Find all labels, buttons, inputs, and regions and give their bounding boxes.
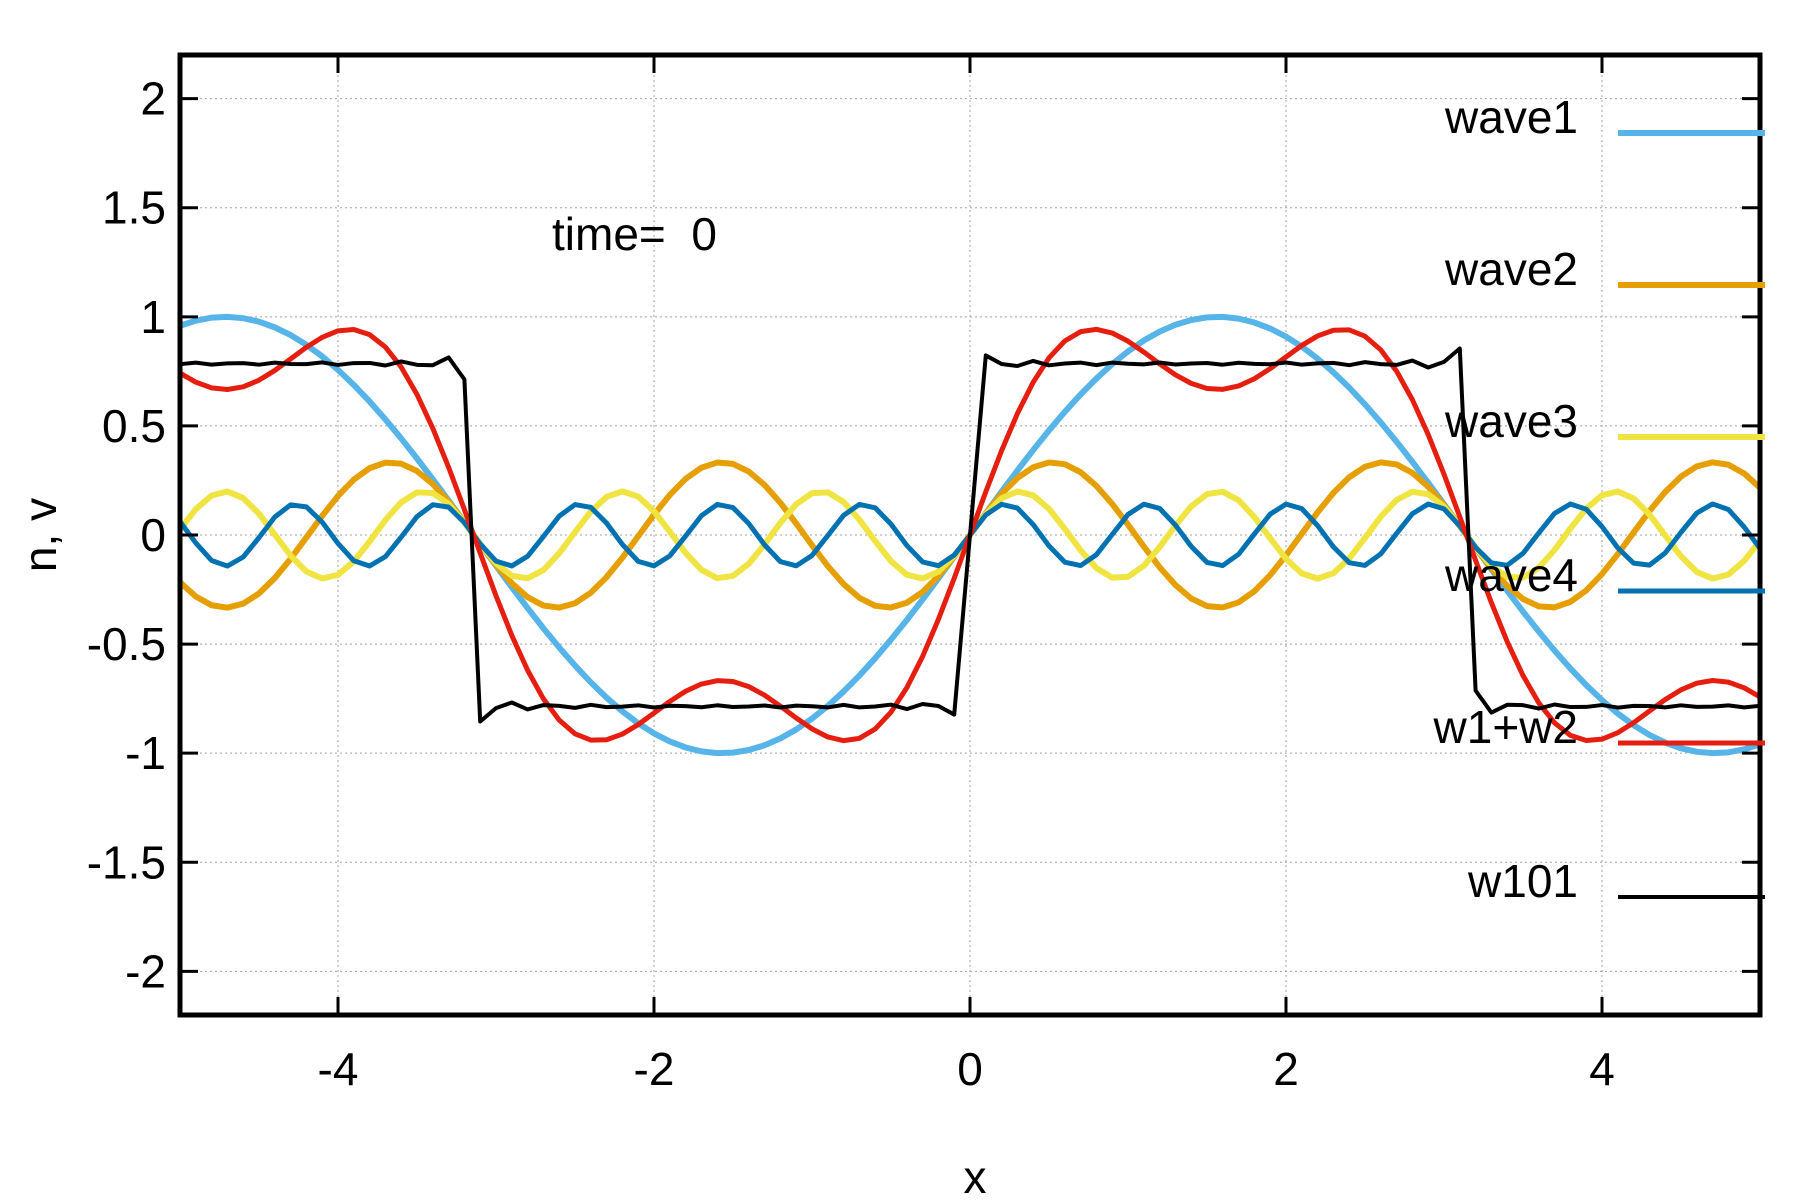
x-tick-label: 0 (957, 1043, 983, 1095)
series-line-w101 (179, 346, 1761, 724)
legend-label: wave3 (1444, 395, 1578, 447)
y-tick-label: 0.5 (102, 400, 166, 452)
y-tick-label: -1 (125, 727, 166, 779)
x-tick-label: 2 (1273, 1043, 1299, 1095)
time-annotation: time= 0 (552, 208, 717, 260)
y-tick-label: 2 (140, 73, 166, 125)
y-tick-label: -0.5 (87, 618, 166, 670)
y-tick-label: -1.5 (87, 836, 166, 888)
legend: wave1 wave2 wave3 wave4 w1+w2 w101 (1433, 91, 1765, 907)
series-layer (177, 313, 1763, 757)
legend-label: w1+w2 (1433, 701, 1578, 753)
x-axis-title: x (964, 1151, 987, 1200)
x-tick-label: 4 (1589, 1043, 1615, 1095)
grid-lines (180, 55, 1760, 1015)
y-tick-label: -2 (125, 945, 166, 997)
y-tick-label: 1.5 (102, 182, 166, 234)
legend-label: w101 (1467, 855, 1578, 907)
legend-label: wave4 (1444, 549, 1578, 601)
axis-ticks: -4 -2 0 2 4 2 1.5 1 0.5 0 -0.5 -1 -1.5 -2 (87, 55, 1760, 1095)
y-axis-title: n, v (14, 498, 66, 572)
legend-label: wave2 (1444, 243, 1578, 295)
legend-label: wave1 (1444, 91, 1578, 143)
y-tick-label: 1 (140, 291, 166, 343)
y-tick-label: 0 (140, 509, 166, 561)
x-tick-label: -2 (634, 1043, 675, 1095)
x-tick-label: -4 (318, 1043, 359, 1095)
